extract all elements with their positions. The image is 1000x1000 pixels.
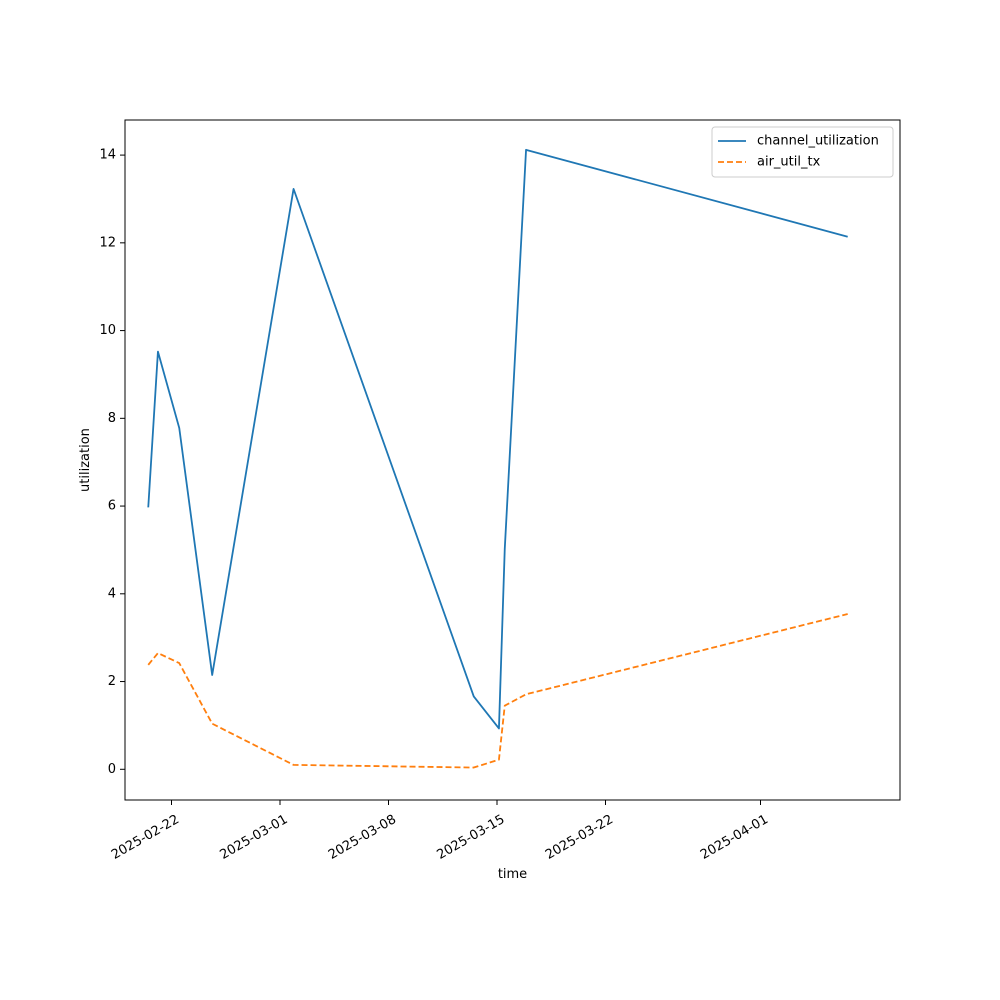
y-tick-label: 2	[108, 674, 116, 689]
legend-box	[711, 126, 894, 178]
legend-label: channel_utilization	[757, 134, 879, 149]
legend: channel_utilization air_util_tx	[711, 126, 894, 178]
y-tick-label: 12	[99, 235, 116, 250]
y-tick-label: 4	[108, 586, 116, 601]
y-tick-label: 8	[108, 411, 116, 426]
series-line-channel-utilization	[147, 148, 848, 730]
y-tick-label: 10	[99, 323, 116, 338]
y-tick-label: 6	[108, 499, 116, 514]
legend-label: air_util_tx	[757, 155, 821, 170]
x-axis-label: time	[498, 867, 527, 882]
plot-frame	[124, 119, 901, 801]
y-axis: 0 2 4 6 8 10 12 14	[99, 148, 125, 777]
y-axis-label: utilization	[78, 428, 93, 492]
series-line-air-util-tx	[147, 613, 848, 769]
series-layer	[147, 148, 848, 769]
y-tick-label: 0	[108, 762, 116, 777]
y-tick-label: 14	[99, 148, 116, 163]
